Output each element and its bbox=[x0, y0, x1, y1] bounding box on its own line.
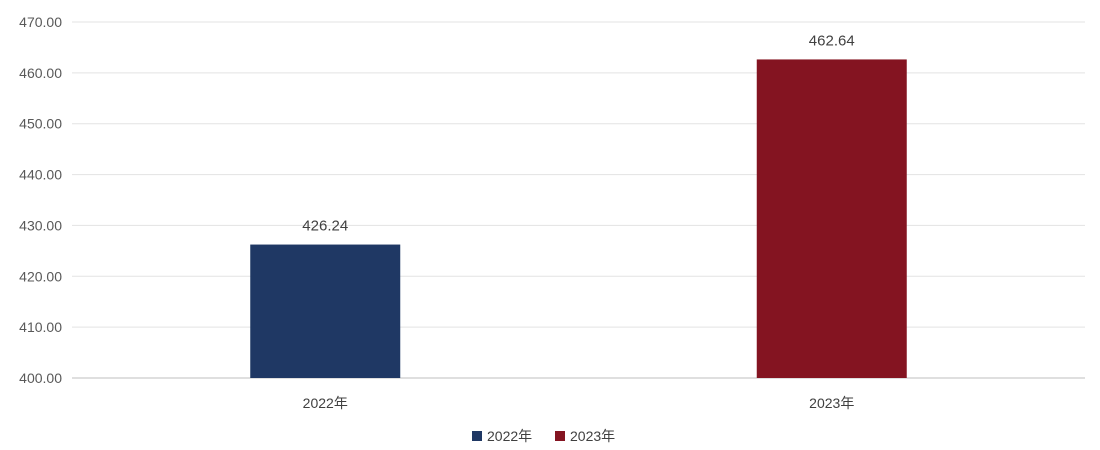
gridlines bbox=[72, 21, 1085, 379]
legend-swatch bbox=[472, 431, 482, 441]
x-category-label: 2022年 bbox=[303, 395, 348, 411]
y-tick-label: 460.00 bbox=[19, 65, 62, 81]
y-tick-label: 440.00 bbox=[19, 167, 62, 183]
y-tick-label: 400.00 bbox=[19, 370, 62, 386]
y-tick-label: 420.00 bbox=[19, 268, 62, 284]
data-labels: 426.24 462.64 bbox=[302, 32, 854, 234]
legend-item-2023年[interactable]: 2023年 bbox=[555, 428, 615, 444]
bars bbox=[250, 59, 907, 379]
bar-2023年[interactable] bbox=[756, 59, 907, 379]
legend-item-2022年[interactable]: 2022年 bbox=[472, 428, 532, 444]
bar-2022年[interactable] bbox=[250, 244, 401, 378]
y-tick-label: 430.00 bbox=[19, 217, 62, 233]
x-axis: 2022年 2023年 bbox=[303, 395, 855, 411]
data-label: 426.24 bbox=[302, 218, 348, 235]
legend-swatch bbox=[555, 431, 565, 441]
legend-label: 2023年 bbox=[570, 428, 615, 444]
legend[interactable]: 2022年 2023年 bbox=[472, 428, 615, 444]
y-tick-label: 450.00 bbox=[19, 116, 62, 132]
y-axis: 400.00 410.00 420.00 430.00 440.00 450.00 460.… bbox=[19, 14, 62, 386]
y-tick-label: 410.00 bbox=[19, 319, 62, 335]
x-category-label: 2023年 bbox=[809, 395, 854, 411]
y-tick-label: 470.00 bbox=[19, 14, 62, 30]
data-label: 462.64 bbox=[809, 32, 855, 49]
legend-label: 2022年 bbox=[487, 428, 532, 444]
